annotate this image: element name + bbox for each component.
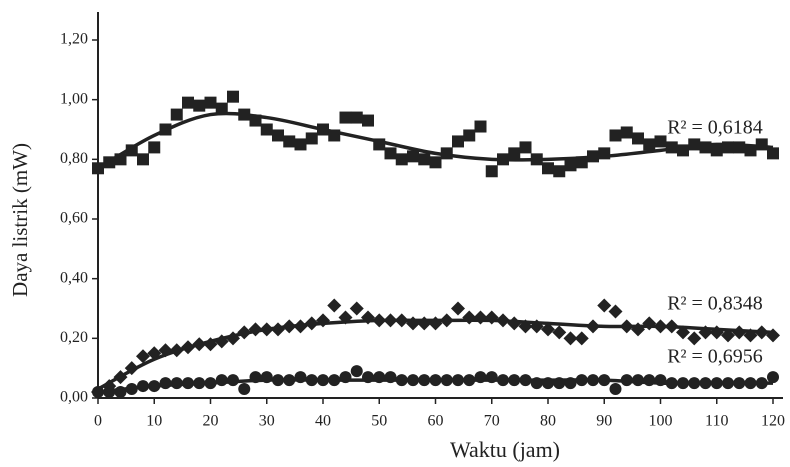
- data-point: [137, 153, 149, 166]
- data-point: [631, 322, 645, 337]
- data-point: [204, 96, 217, 109]
- data-point: [170, 108, 183, 121]
- data-point: [564, 159, 577, 172]
- data-point: [574, 331, 589, 346]
- data-point: [609, 383, 622, 396]
- data-point: [260, 123, 273, 136]
- data-point: [542, 162, 554, 175]
- data-point: [305, 132, 318, 145]
- data-point: [452, 135, 464, 148]
- data-point: [272, 129, 284, 142]
- x-tick-label: 90: [596, 413, 612, 430]
- data-point: [428, 316, 443, 331]
- x-tick-label: 120: [761, 413, 785, 430]
- data-point: [485, 165, 498, 178]
- data-point: [384, 147, 397, 160]
- data-point: [632, 132, 644, 145]
- trendline: [97, 378, 773, 394]
- data-point: [327, 298, 342, 313]
- trendline: [97, 111, 774, 170]
- data-point: [710, 144, 723, 157]
- r-squared-label: R² = 0,6184: [667, 117, 763, 139]
- data-point: [463, 129, 476, 142]
- x-tick-label: 110: [705, 413, 728, 430]
- data-point: [519, 141, 532, 154]
- data-point: [227, 90, 239, 103]
- data-point: [238, 383, 251, 396]
- x-tick-label: 100: [649, 413, 673, 430]
- trendline: [97, 318, 774, 391]
- x-tick-label: 10: [146, 413, 162, 430]
- x-tick-label: 20: [203, 413, 219, 430]
- data-point: [643, 138, 656, 151]
- data-point: [350, 111, 363, 124]
- x-tick-label: 40: [315, 413, 331, 430]
- y-tick-label: 0,80: [60, 150, 88, 167]
- data-point: [349, 301, 364, 316]
- data-point: [294, 138, 307, 151]
- x-tick-label: 50: [371, 413, 387, 430]
- data-point: [339, 111, 352, 124]
- data-point: [642, 316, 657, 331]
- data-point: [429, 156, 442, 169]
- x-tick-label: 60: [428, 413, 444, 430]
- r-squared-label: R² = 0,6956: [667, 346, 763, 368]
- data-point: [407, 150, 419, 163]
- data-point: [597, 298, 612, 313]
- data-point: [767, 371, 779, 384]
- data-point: [182, 96, 194, 109]
- data-point: [193, 99, 206, 112]
- data-point: [552, 325, 567, 340]
- r-squared-label: R² = 0,8348: [667, 293, 763, 315]
- y-tick-label: 0,20: [60, 329, 88, 346]
- data-point: [362, 114, 374, 127]
- data-point: [451, 301, 465, 316]
- x-tick-label: 80: [540, 413, 556, 430]
- data-point: [687, 331, 702, 346]
- y-tick-label: 0,40: [60, 269, 88, 286]
- y-axis-title: Daya listrik (mW): [8, 143, 32, 297]
- data-point: [767, 147, 779, 160]
- data-point: [553, 165, 566, 178]
- data-point: [350, 365, 363, 378]
- y-tick-label: 1,00: [60, 90, 88, 107]
- data-point: [283, 135, 296, 148]
- y-tick-label: 0,00: [60, 389, 88, 406]
- data-point: [508, 147, 521, 160]
- x-tick-label: 0: [94, 413, 102, 430]
- data-point: [563, 331, 578, 346]
- data-point: [541, 322, 555, 337]
- data-point: [395, 153, 408, 166]
- data-point: [609, 129, 622, 142]
- x-axis-title: Waktu (jam): [450, 437, 560, 462]
- data-point: [608, 304, 623, 319]
- data-point: [148, 141, 161, 154]
- data-point: [215, 102, 228, 115]
- data-point: [620, 126, 633, 139]
- data-point: [136, 349, 150, 364]
- y-tick-label: 1,20: [60, 31, 88, 48]
- y-tick-label: 0,60: [60, 210, 88, 227]
- data-point: [474, 120, 487, 133]
- data-point: [418, 153, 431, 166]
- x-tick-label: 30: [259, 413, 275, 430]
- x-tick-label: 70: [484, 413, 500, 430]
- data-point: [654, 135, 667, 148]
- data-point: [484, 310, 499, 325]
